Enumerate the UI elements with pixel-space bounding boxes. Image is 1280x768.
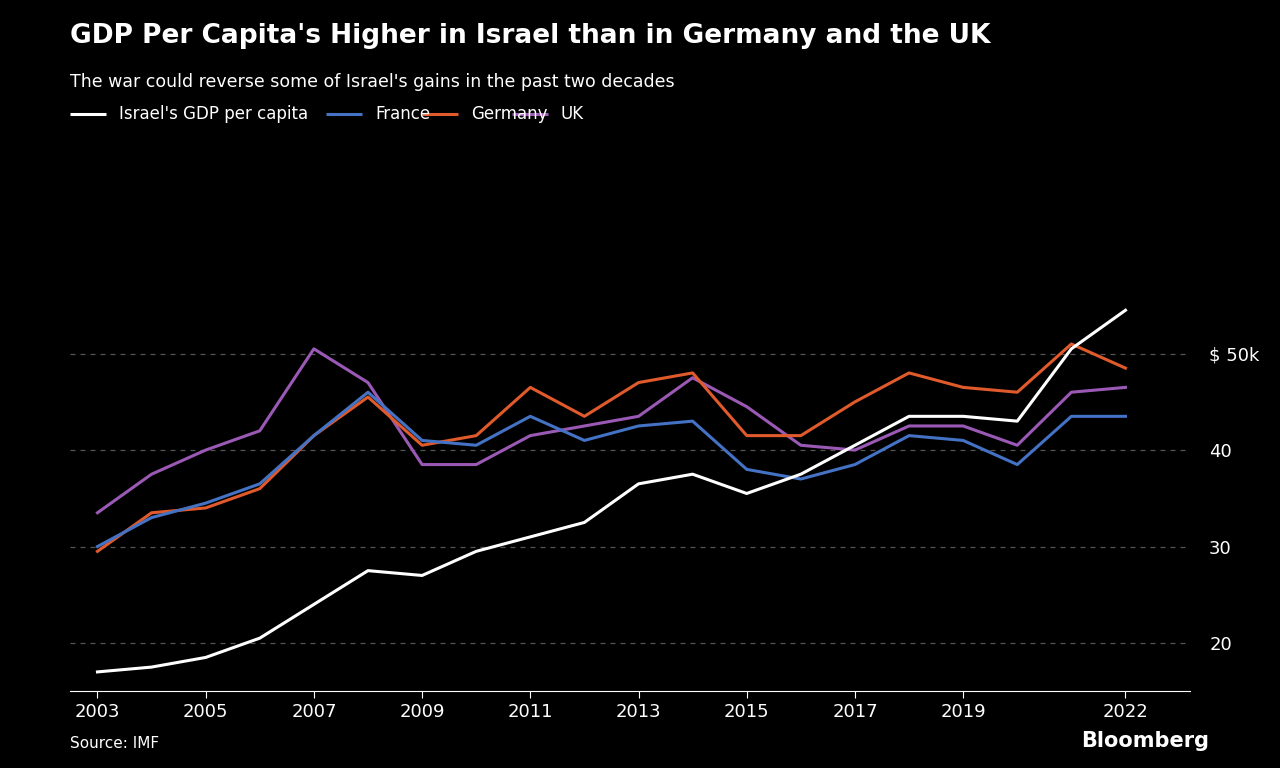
Text: GDP Per Capita's Higher in Israel than in Germany and the UK: GDP Per Capita's Higher in Israel than i… xyxy=(70,23,991,49)
Text: Israel's GDP per capita: Israel's GDP per capita xyxy=(119,104,308,123)
Text: Germany: Germany xyxy=(471,104,548,123)
Text: UK: UK xyxy=(561,104,584,123)
Text: Source: IMF: Source: IMF xyxy=(70,736,160,751)
Text: The war could reverse some of Israel's gains in the past two decades: The war could reverse some of Israel's g… xyxy=(70,73,675,91)
Text: Bloomberg: Bloomberg xyxy=(1082,731,1210,751)
Text: France: France xyxy=(375,104,430,123)
